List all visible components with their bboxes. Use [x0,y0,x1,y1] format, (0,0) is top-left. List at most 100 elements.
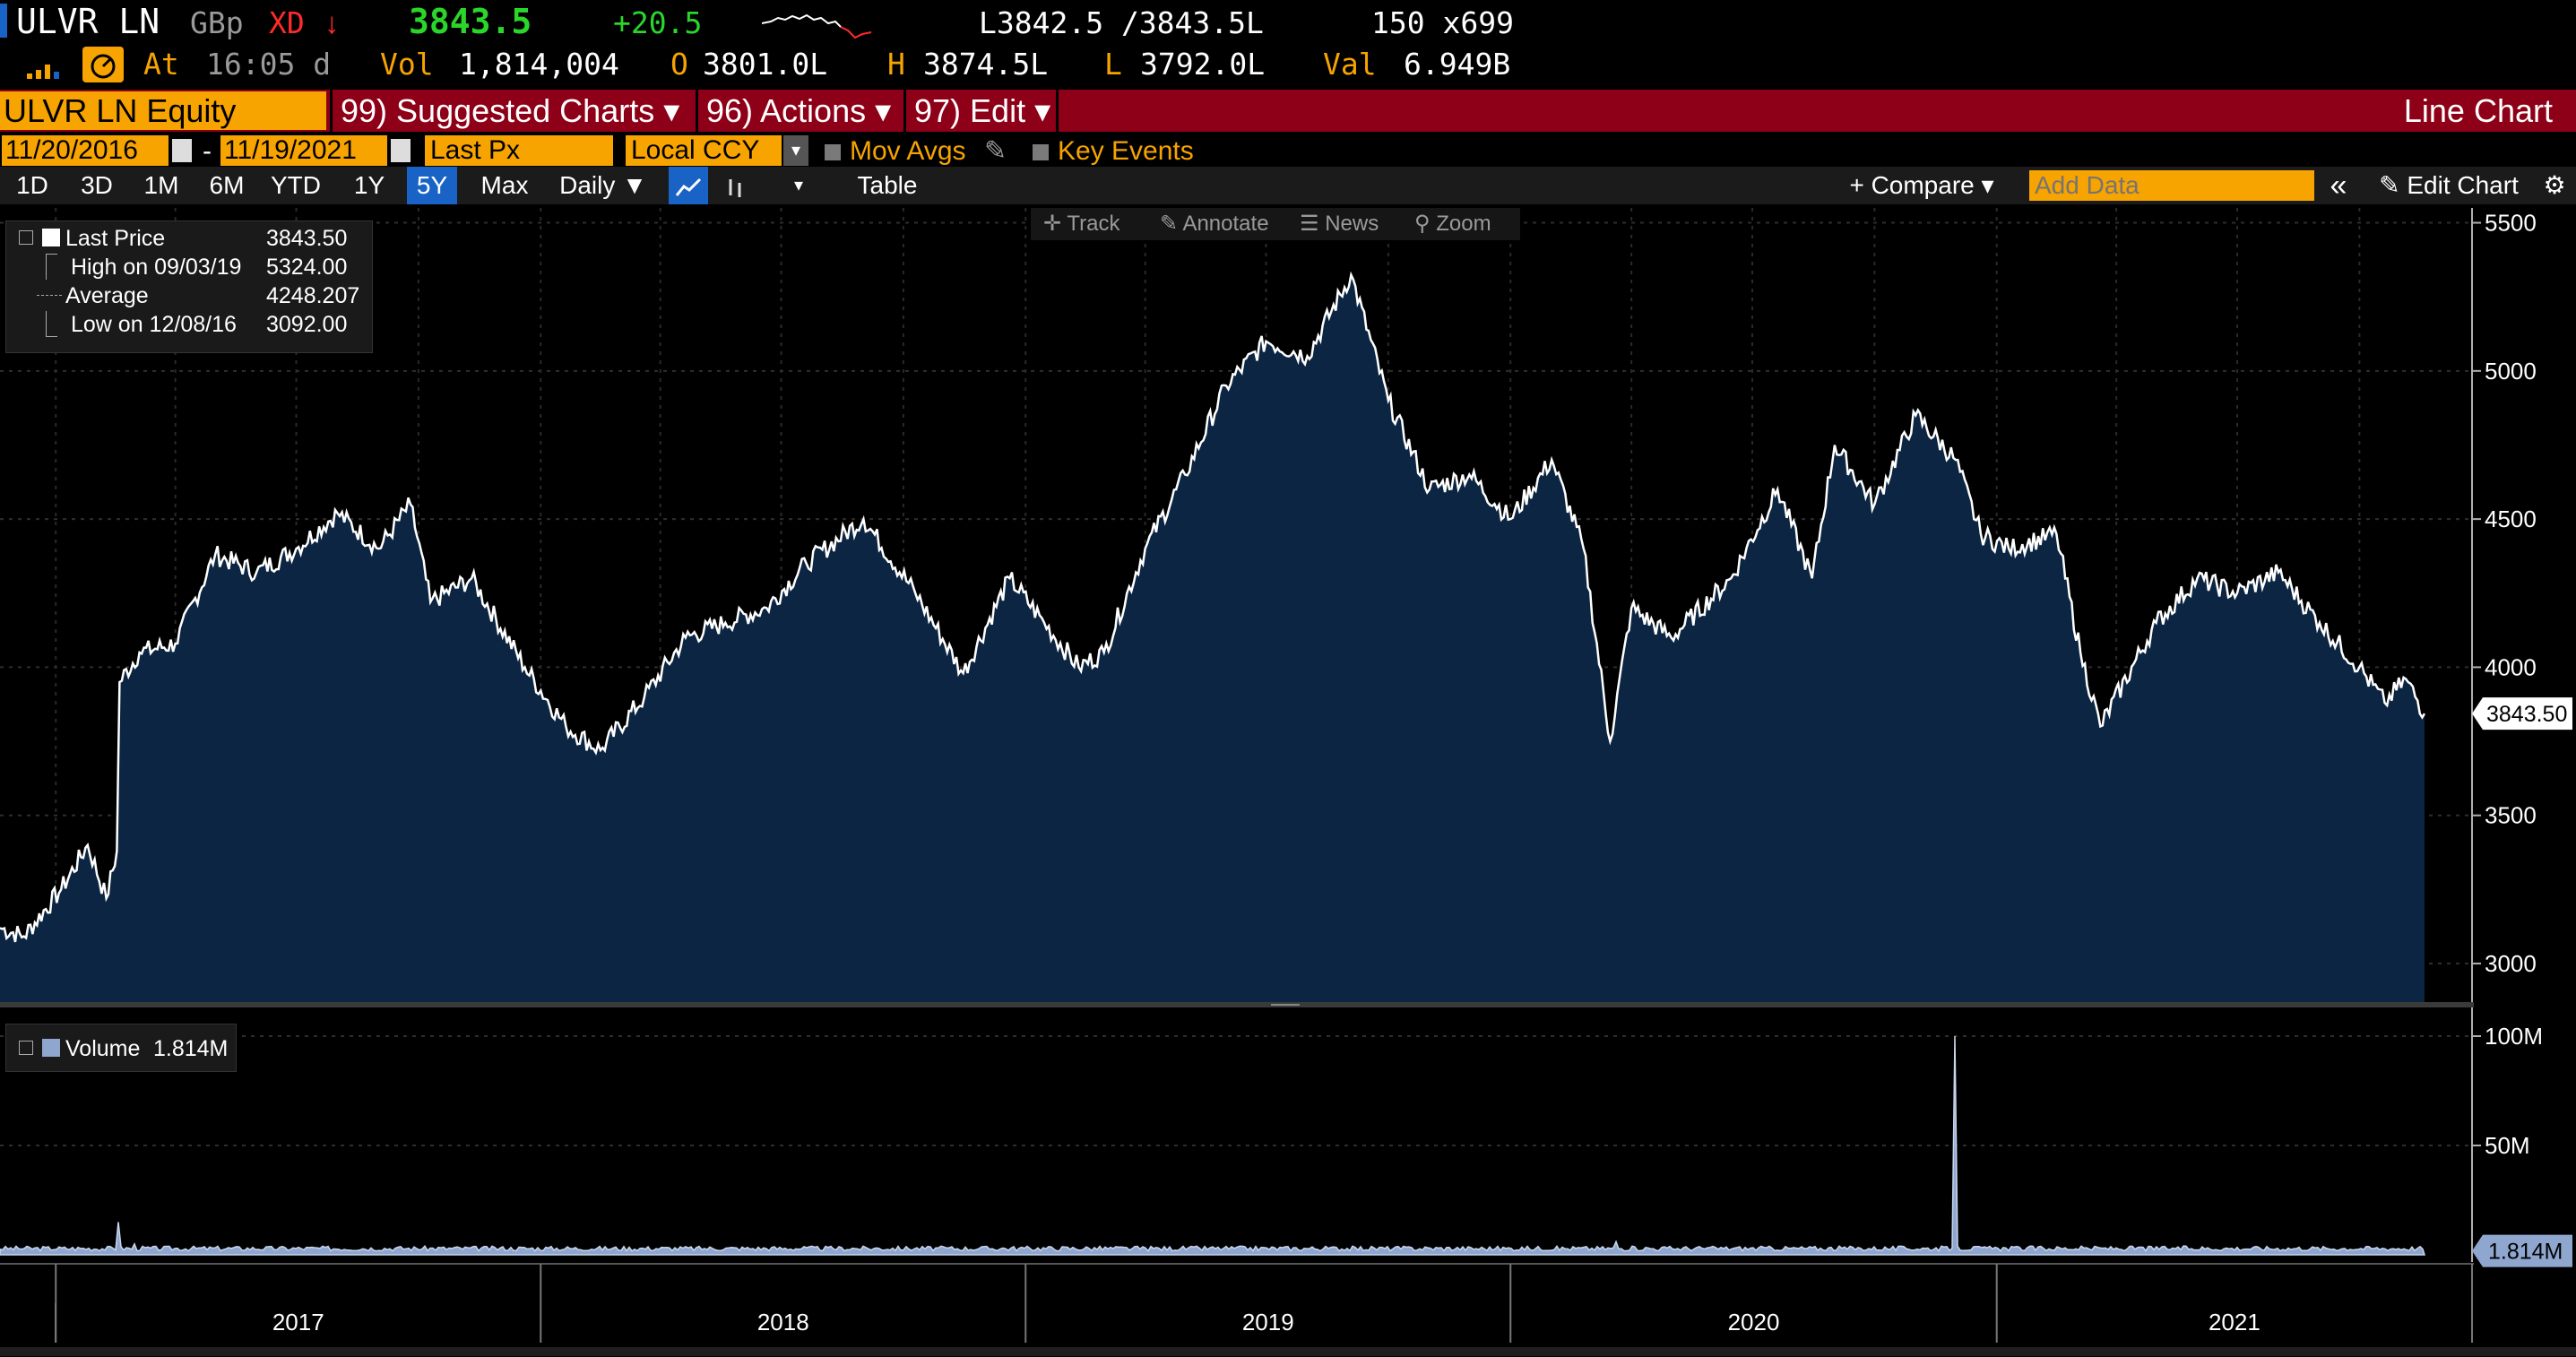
ticker[interactable]: ULVR LN [16,2,160,41]
frequency-selector[interactable]: Daily ▼ [559,171,647,199]
mov-avgs-label: Mov Avgs [850,136,966,166]
x-tick-label: 2021 [2209,1309,2260,1335]
volume-color-swatch [42,1039,60,1057]
gear-icon[interactable]: ⚙ [2543,171,2566,199]
average-marker-icon [37,295,62,296]
legend-average-label: Average [65,283,149,308]
chart-tools-bar: ✛ Track ✎ Annotate ☰ News ⚲ Zoom [1031,208,1520,240]
period-button-5y[interactable]: 5Y [407,167,457,204]
tool-annotate[interactable]: ✎ Annotate [1160,211,1269,238]
line-chart-icon[interactable] [669,167,708,204]
legend-high-value: 5324.00 [266,255,348,280]
y-tick-label: 4500 [2485,506,2537,532]
end-date-field[interactable]: 11/19/2021 [220,135,387,166]
low-label: L [1104,47,1122,82]
period-button-3d[interactable]: 3D [81,171,113,199]
checkbox-icon[interactable] [825,144,841,161]
collapse-button[interactable]: « [2330,169,2347,203]
down-arrow-icon: ↓ [324,6,340,39]
chevron-down-icon[interactable]: ▾ [793,176,804,195]
y-tick-label: 3000 [2485,950,2537,977]
period-button-1m[interactable]: 1M [143,171,179,199]
price-area-fill [0,274,2425,1002]
period-button-6m[interactable]: 6M [209,171,245,199]
legend-low-label: Low on 12/08/16 [71,312,237,337]
table-view-button[interactable]: Table [857,171,918,199]
y-tick-label: 5000 [2485,358,2537,385]
tool-label: Zoom [1436,212,1491,236]
start-date-field[interactable]: 11/20/2016 [2,135,169,166]
collapse-legend-icon[interactable] [19,1041,33,1055]
period-button-ytd[interactable]: YTD [271,171,321,199]
tool-label: News [1325,212,1379,236]
news-icon: ☰ [1300,212,1326,236]
compare-button[interactable]: + Compare ▾ [1849,171,1994,199]
actions-menu[interactable]: 96) Actions ▾ [706,92,892,129]
annotate-icon: ✎ [1160,212,1183,236]
high-label: H [887,47,905,82]
pane-divider[interactable] [0,1002,2474,1007]
tool-zoom[interactable]: ⚲ Zoom [1414,211,1491,238]
intraday-sparkline [762,13,872,39]
bid-ask-size: 150 x699 [1371,5,1514,40]
price-line [0,271,2426,943]
bid-ask: L3842.5 /3843.5L [979,5,1264,40]
volume-legend: Volume 1.814M [5,1024,237,1072]
open-value: 3801.0L [703,47,828,82]
value-label: Val [1323,47,1377,82]
last-price-flag-label: 3843.50 [2486,702,2567,727]
volume-series [0,1035,2426,1256]
time-axis: 2017 2018 2019 2020 2021 [55,1264,2473,1343]
field-selector[interactable]: Last Px [425,135,613,166]
period-button-1d[interactable]: 1D [16,171,48,199]
edit-chart-button[interactable]: ✎ Edit Chart [2379,171,2519,199]
collapse-legend-icon[interactable] [19,230,33,245]
volume-y-tick-label: 50M [2485,1132,2530,1159]
menu-divider [330,90,333,132]
tool-label: Annotate [1182,212,1269,236]
key-events-label: Key Events [1058,136,1194,166]
suggested-charts-menu[interactable]: 99) Suggested Charts ▾ [341,92,680,129]
dividend-flag: XD [269,5,305,40]
period-button-1y[interactable]: 1Y [353,171,385,199]
checkbox-icon[interactable] [1033,144,1049,161]
volume-legend-label: Volume [65,1036,141,1061]
currency: GBp [190,5,244,40]
date-dash: - [203,136,212,166]
x-tick-label: 2019 [1242,1309,1294,1335]
track-icon: ✛ [1043,212,1068,236]
edit-menu[interactable]: 97) Edit ▾ [914,92,1051,129]
tool-label: Track [1067,212,1120,236]
key-events-toggle[interactable]: Key Events [1033,135,1194,168]
calendar-icon[interactable] [172,139,192,162]
menu-divider [903,90,906,132]
monitor-icon[interactable] [82,47,124,82]
chevron-down-icon[interactable]: ▾ [783,135,808,166]
legend-high-label: High on 09/03/19 [71,255,242,280]
net-change: +20.5 [613,5,703,40]
y-tick-label: 3500 [2485,802,2537,829]
value-traded: 6.949B [1404,47,1511,82]
legend-low-value: 3092.00 [266,312,348,337]
last-price-flag: 3843.50 [2472,697,2572,730]
add-data-input[interactable] [2029,170,2314,201]
period-button-max[interactable]: Max [480,171,529,199]
high-value: 3874.5L [923,47,1049,82]
legend-average-value: 4248.207 [266,283,360,308]
price-axis-labels: 3000 3500 4000 4500 5000 5500 [2472,210,2537,977]
last-volume-flag-shape [2472,1234,2572,1267]
bar-chart-icon[interactable] [717,167,753,204]
last-volume-flag: 1.814M [2472,1234,2572,1267]
x-tick-label: 2020 [1728,1309,1780,1335]
tool-track[interactable]: ✛ Track [1043,211,1119,238]
tool-news[interactable]: ☰ News [1300,211,1379,238]
price-legend: Last Price 3843.50 High on 09/03/19 5324… [5,220,373,353]
series-color-swatch [42,229,60,246]
security-field[interactable]: ULVR LN Equity [0,91,326,130]
currency-selector[interactable]: Local CCY [626,135,782,166]
price-chart[interactable]: 3000 3500 4000 4500 5000 5500 3843.50 50M 100M… [0,206,2576,1357]
pencil-icon[interactable]: ✎ [984,136,1007,166]
y-tick-label: 4000 [2485,653,2537,680]
calendar-icon[interactable] [391,139,411,162]
mov-avgs-toggle[interactable]: Mov Avgs [825,135,966,168]
